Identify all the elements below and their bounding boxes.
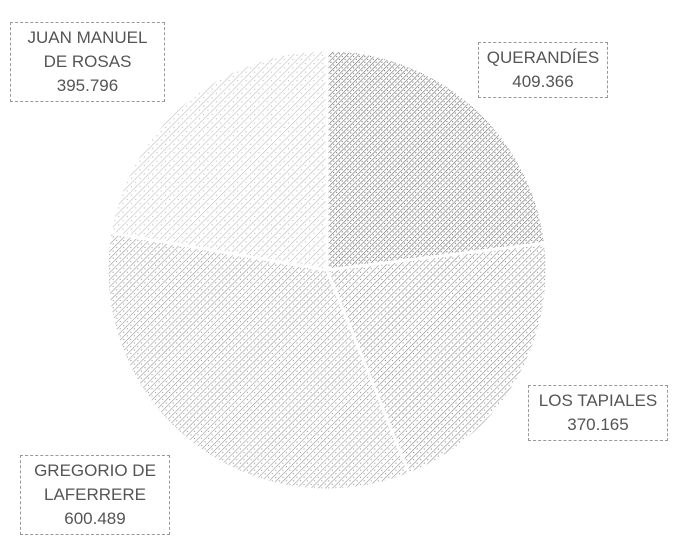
slice-name: JUAN MANUEL DE ROSAS [27, 28, 148, 71]
data-label: JUAN MANUEL DE ROSAS 395.796 [10, 22, 165, 102]
slice-value: 395.796 [56, 76, 119, 95]
data-label: LOS TAPIALES 370.165 [528, 385, 668, 441]
slice-value: 409.366 [512, 72, 574, 91]
slice-name: GREGORIO DE LAFERRERE [34, 461, 156, 504]
pie-slice [105, 230, 412, 492]
pie-slice [324, 241, 549, 476]
pie-slice [108, 48, 329, 272]
data-label: QUERANDÍES 409.366 [478, 42, 608, 98]
slice-name: LOS TAPIALES [538, 391, 658, 410]
pie-slice [325, 48, 548, 272]
slice-name: QUERANDÍES [486, 48, 600, 67]
slice-value: 370.165 [567, 415, 629, 434]
slice-value: 600.489 [64, 509, 126, 528]
data-label: GREGORIO DE LAFERRERE 600.489 [20, 455, 170, 535]
